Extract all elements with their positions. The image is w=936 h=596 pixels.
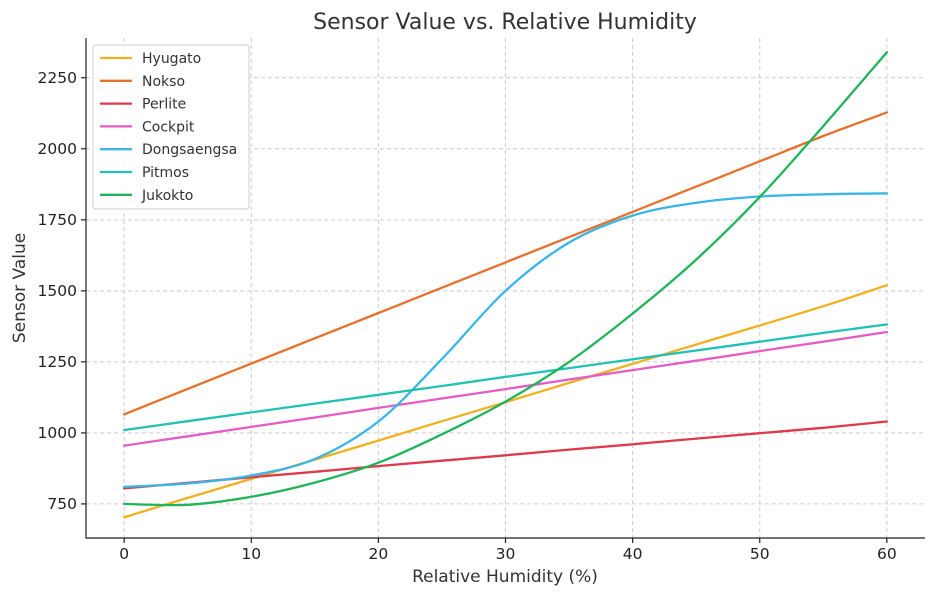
- legend-label-cockpit: Cockpit: [142, 119, 195, 135]
- y-tick-label: 1750: [38, 211, 77, 229]
- y-tick-label: 1250: [38, 353, 77, 371]
- plot-frame-left-bottom: [85, 38, 925, 539]
- x-tick-label: 20: [369, 545, 389, 563]
- axes: [85, 38, 925, 539]
- y-tick-label: 1000: [38, 424, 77, 442]
- legend-label-jukokto: Jukokto: [141, 188, 193, 204]
- x-tick-label: 40: [623, 545, 643, 563]
- x-tick-label: 10: [241, 545, 261, 563]
- series-line-perlite: [122, 420, 889, 490]
- x-axis-label: Relative Humidity (%): [412, 567, 598, 587]
- legend-label-hyugato: Hyugato: [142, 51, 201, 67]
- legend-label-nokso: Nokso: [142, 74, 185, 90]
- y-axis-label: Sensor Value: [10, 233, 30, 343]
- x-tick-label: 0: [119, 545, 129, 563]
- series-line-pitmos: [122, 323, 889, 432]
- legend-label-pitmos: Pitmos: [142, 165, 189, 181]
- series-line-jukokto: [122, 51, 889, 507]
- legend-box: [92, 44, 250, 210]
- x-tick-label: 30: [496, 545, 516, 563]
- y-tick-label: 2000: [38, 140, 77, 158]
- legend: Hyugato Nokso Perlite Cockpit Dongsaengsa Pit…: [92, 44, 250, 210]
- y-tick-label: 750: [47, 495, 77, 513]
- axis-ticks: 0 10 20 30 40 50 60 750 1000 1250 1500 1750 2000 2250: [38, 69, 897, 563]
- y-tick-label: 2250: [38, 69, 77, 87]
- chart-title: Sensor Value vs. Relative Humidity: [313, 10, 697, 35]
- x-tick-label: 50: [750, 545, 770, 563]
- legend-label-perlite: Perlite: [142, 97, 186, 113]
- series-line-cockpit: [122, 330, 889, 447]
- series-line-dongsaengsa: [122, 192, 889, 489]
- x-tick-label: 60: [877, 545, 897, 563]
- legend-label-dongsaengsa: Dongsaengsa: [142, 142, 237, 158]
- series-line-nokso: [122, 111, 889, 416]
- series-lines: [122, 51, 889, 519]
- y-tick-label: 1500: [38, 282, 77, 300]
